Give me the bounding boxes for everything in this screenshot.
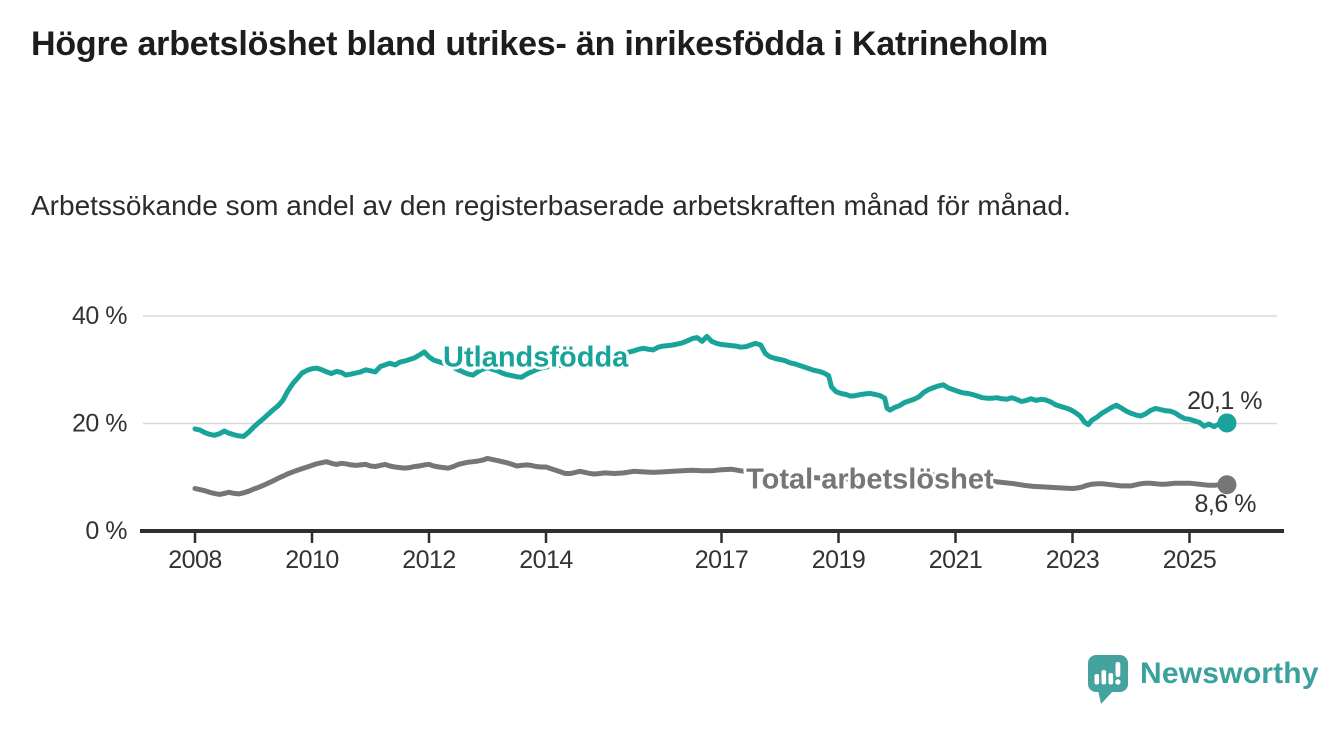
x-tick-label-2008: 2008 bbox=[168, 546, 222, 574]
x-tick-label-2012: 2012 bbox=[402, 546, 456, 574]
series-line-total bbox=[192, 455, 1230, 497]
end-value-label-total: 8,6 % bbox=[1195, 490, 1257, 518]
chart-title: Högre arbetslöshet bland utrikes- än inr… bbox=[31, 25, 1049, 63]
x-tick-label-2021: 2021 bbox=[929, 546, 983, 574]
series-line-utlandsfodda bbox=[192, 333, 1230, 439]
x-tick-label-2014: 2014 bbox=[519, 546, 573, 574]
series-end-dot-utlandsfodda bbox=[1217, 413, 1237, 433]
y-tick-label-0: 0 % bbox=[85, 517, 127, 545]
chart-subtitle: Arbetssökande som andel av den registerb… bbox=[31, 190, 1071, 221]
y-tick-label-40: 40 % bbox=[72, 302, 127, 330]
x-tick-label-2010: 2010 bbox=[285, 546, 339, 574]
x-tick-label-2025: 2025 bbox=[1163, 546, 1217, 574]
series-label-total: Total arbetslöshet bbox=[746, 463, 994, 495]
x-tick-label-2017: 2017 bbox=[695, 546, 749, 574]
newsworthy-branding[interactable]: Newsworthy bbox=[1087, 654, 1319, 704]
newsworthy-logo-icon bbox=[1088, 655, 1128, 704]
series-label-utlandsfodda: Utlandsfödda bbox=[443, 341, 629, 373]
end-value-label-utlandsfodda: 20,1 % bbox=[1187, 387, 1262, 415]
x-tick-label-2019: 2019 bbox=[812, 546, 866, 574]
series-end-dot-total bbox=[1217, 475, 1237, 495]
x-tick-label-2023: 2023 bbox=[1046, 546, 1100, 574]
y-tick-label-20: 20 % bbox=[72, 410, 127, 438]
newsworthy-wordmark: Newsworthy bbox=[1140, 657, 1319, 690]
